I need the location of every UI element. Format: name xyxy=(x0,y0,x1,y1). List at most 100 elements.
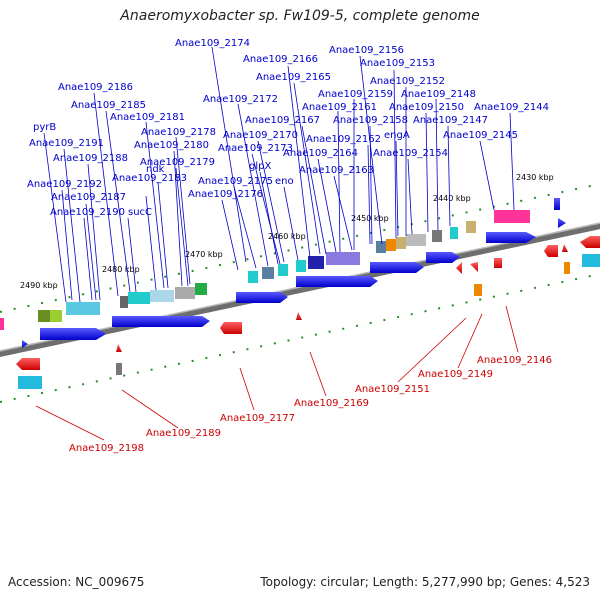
gene-label[interactable]: Anae109_2181 xyxy=(110,112,185,123)
gene-label[interactable]: glpX xyxy=(249,161,271,172)
feature-block[interactable] xyxy=(262,267,274,279)
gene-label[interactable]: Anae109_2177 xyxy=(220,413,295,424)
feature-block[interactable] xyxy=(50,310,62,322)
reverse-gene-arrow[interactable] xyxy=(494,258,502,268)
reverse-gene-arrow[interactable] xyxy=(544,245,558,257)
gene-label[interactable]: Anae109_2174 xyxy=(175,38,250,49)
feature-block[interactable] xyxy=(116,363,122,375)
gene-label[interactable]: Anae109_2183 xyxy=(112,173,187,184)
feature-block[interactable] xyxy=(564,262,570,274)
reverse-gene-arrow[interactable] xyxy=(580,236,600,248)
forward-gene-arrow[interactable] xyxy=(40,328,106,340)
gene-label[interactable]: Anae109_2170 xyxy=(223,130,298,141)
gene-label[interactable]: Anae109_2154 xyxy=(373,148,448,159)
feature-block[interactable] xyxy=(175,287,195,299)
forward-gene-arrow[interactable] xyxy=(486,232,536,243)
feature-block[interactable] xyxy=(466,221,476,233)
gene-label[interactable]: Anae109_2187 xyxy=(51,192,126,203)
reverse-gene-arrow[interactable] xyxy=(220,322,242,334)
reverse-gene-arrow[interactable] xyxy=(296,312,302,320)
feature-block[interactable] xyxy=(386,239,396,251)
gene-label[interactable]: engA xyxy=(384,130,410,141)
gene-label[interactable]: pyrB xyxy=(33,122,56,133)
forward-gene-arrow[interactable] xyxy=(370,262,424,273)
feature-block[interactable] xyxy=(432,230,442,242)
feature-block[interactable] xyxy=(406,234,426,246)
reverse-gene-arrow[interactable] xyxy=(562,244,568,252)
forward-gene-arrow[interactable] xyxy=(112,316,210,327)
feature-block[interactable] xyxy=(376,241,386,253)
gene-label[interactable]: Anae109_2156 xyxy=(329,45,404,56)
feature-block[interactable] xyxy=(450,227,458,239)
reverse-labels: Anae109_2146 Anae109_2149 Anae109_2151 A… xyxy=(69,355,552,454)
gene-label[interactable]: Anae109_2173 xyxy=(218,143,293,154)
gene-label[interactable]: Anae109_2161 xyxy=(302,102,377,113)
feature-block[interactable] xyxy=(308,256,324,269)
forward-gene-arrow[interactable] xyxy=(426,252,460,263)
gene-label[interactable]: Anae109_2189 xyxy=(146,428,221,439)
gene-label[interactable]: Anae109_2192 xyxy=(27,179,102,190)
gene-label[interactable]: Anae109_2176 xyxy=(188,189,263,200)
feature-block[interactable] xyxy=(120,296,128,308)
gene-label[interactable]: Anae109_2175 xyxy=(198,176,273,187)
feature-block[interactable] xyxy=(326,252,360,265)
gene-label[interactable]: Anae109_2164 xyxy=(283,148,358,159)
gene-label[interactable]: Anae109_2185 xyxy=(71,100,146,111)
feature-block[interactable] xyxy=(248,271,258,283)
gene-label[interactable]: Anae109_2146 xyxy=(477,355,552,366)
gene-label[interactable]: Anae109_2152 xyxy=(370,76,445,87)
reverse-gene-arrow[interactable] xyxy=(456,262,462,274)
gene-label[interactable]: Anae109_2179 xyxy=(140,157,215,168)
feature-block[interactable] xyxy=(296,260,306,272)
gene-label[interactable]: Anae109_2186 xyxy=(58,82,133,93)
gene-label[interactable]: Anae109_2178 xyxy=(141,127,216,138)
reverse-gene-arrow[interactable] xyxy=(16,358,40,370)
feature-block[interactable] xyxy=(18,376,42,389)
gene-label[interactable]: Anae109_2158 xyxy=(333,115,408,126)
gene-label[interactable]: Anae109_2165 xyxy=(256,72,331,83)
forward-labels: Anae109_2174 Anae109_2156 Anae109_2166 A… xyxy=(27,38,549,218)
gene-label[interactable]: Anae109_2163 xyxy=(299,165,374,176)
forward-gene-arrow[interactable] xyxy=(554,198,560,210)
gene-label[interactable]: Anae109_2180 xyxy=(134,140,209,151)
feature-block[interactable] xyxy=(494,210,530,223)
reverse-gene-arrow[interactable] xyxy=(116,344,122,352)
feature-block[interactable] xyxy=(0,318,4,330)
gene-label[interactable]: sucC xyxy=(128,207,152,218)
feature-block[interactable] xyxy=(582,254,600,267)
gene-label[interactable]: Anae109_2151 xyxy=(355,384,430,395)
gene-label[interactable]: Anae109_2188 xyxy=(53,153,128,164)
gene-label[interactable]: Anae109_2149 xyxy=(418,369,493,380)
gene-label[interactable]: Anae109_2150 xyxy=(389,102,464,113)
feature-block[interactable] xyxy=(128,292,150,304)
gene-label[interactable]: Anae109_2153 xyxy=(360,58,435,69)
genes-forward xyxy=(22,198,566,348)
gene-label[interactable]: Anae109_2166 xyxy=(243,54,318,65)
gene-label[interactable]: Anae109_2169 xyxy=(294,398,369,409)
gene-label[interactable]: Anae109_2147 xyxy=(413,115,488,126)
feature-block[interactable] xyxy=(278,264,288,276)
gene-label[interactable]: eno xyxy=(275,176,294,187)
forward-gene-arrow[interactable] xyxy=(296,276,378,287)
reverse-gene-arrow[interactable] xyxy=(470,262,478,272)
gene-label[interactable]: Anae109_2159 xyxy=(318,89,393,100)
feature-block[interactable] xyxy=(150,290,174,302)
gene-label[interactable]: Anae109_2167 xyxy=(245,115,320,126)
gene-label[interactable]: Anae109_2190 xyxy=(50,207,125,218)
gene-label[interactable]: Anae109_2144 xyxy=(474,102,549,113)
forward-gene-arrow[interactable] xyxy=(22,340,28,348)
feature-block[interactable] xyxy=(396,237,406,249)
tick-label: 2490 kbp xyxy=(20,281,58,290)
gene-label[interactable]: Anae109_2172 xyxy=(203,94,278,105)
gene-label[interactable]: Anae109_2145 xyxy=(443,130,518,141)
feature-block[interactable] xyxy=(195,283,207,295)
gene-label[interactable]: Anae109_2162 xyxy=(306,134,381,145)
feature-block[interactable] xyxy=(66,302,100,315)
feature-block[interactable] xyxy=(474,284,482,296)
forward-gene-arrow[interactable] xyxy=(558,218,566,228)
gene-label[interactable]: Anae109_2191 xyxy=(29,138,104,149)
gene-label[interactable]: Anae109_2198 xyxy=(69,443,144,454)
forward-gene-arrow[interactable] xyxy=(236,292,288,303)
gene-label[interactable]: ndk xyxy=(146,164,165,175)
gene-label[interactable]: Anae109_2148 xyxy=(401,89,476,100)
